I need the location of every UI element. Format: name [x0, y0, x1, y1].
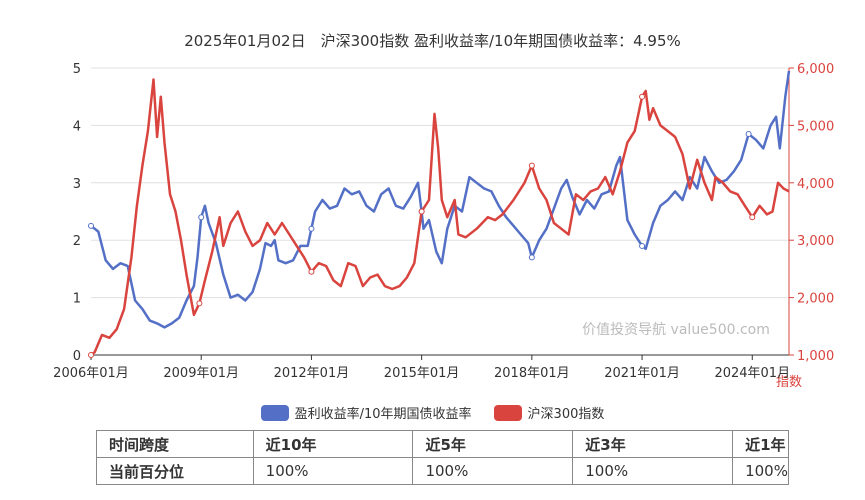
legend-item-index[interactable]: 沪深300指数 — [493, 403, 605, 422]
legend-label-index: 沪深300指数 — [527, 407, 605, 422]
y-right-tick-label: 5,000 — [797, 119, 834, 134]
y-right-tick-label: 6,000 — [797, 62, 834, 77]
series-point-ratio — [308, 225, 315, 232]
table-cell: 100% — [412, 457, 574, 485]
legend: 盈利收益率/10年期国债收益率 沪深300指数 — [0, 403, 865, 422]
y-left-tick-label: 3 — [73, 177, 81, 192]
series-point-ratio — [88, 222, 94, 229]
watermark-text: 价值投资导航 value500.com — [582, 322, 770, 338]
table-header-row: 时间跨度 近10年 近5年 近3年 近1年 — [96, 430, 789, 458]
table-cell: 近3年 — [572, 430, 734, 458]
legend-swatch-ratio — [260, 404, 289, 421]
series-point-index — [639, 93, 646, 100]
chart-title: 2025年01月02日 沪深300指数 盈利收益率/10年期国债收益率：4.95… — [184, 32, 681, 50]
series-point-index — [308, 268, 315, 275]
series-point-index — [196, 300, 203, 307]
x-tick-label: 2018年01月 — [494, 366, 570, 381]
table-cell: 100% — [732, 457, 789, 485]
table-cell: 时间跨度 — [96, 430, 254, 458]
series-point-index — [528, 162, 535, 169]
series-point-ratio — [528, 254, 535, 261]
table-cell: 100% — [252, 457, 414, 485]
series-point-index — [749, 214, 756, 221]
x-tick-label: 2024年01月 — [714, 366, 790, 381]
series-point-index — [88, 352, 94, 358]
percentile-table: 时间跨度 近10年 近5年 近3年 近1年 当前百分位 100% 100% 10… — [96, 430, 789, 485]
table-cell: 当前百分位 — [96, 457, 254, 485]
table-cell: 近5年 — [412, 430, 574, 458]
legend-label-ratio: 盈利收益率/10年期国债收益率 — [294, 407, 472, 422]
x-tick-label: 2006年01月 — [53, 366, 129, 381]
series-layer — [90, 70, 791, 356]
y-right-tick-label: 4,000 — [797, 177, 834, 192]
table-cell: 近1年 — [732, 430, 789, 458]
table-cell: 近10年 — [252, 430, 414, 458]
table-cell: 100% — [572, 457, 734, 485]
y-left-tick-label: 2 — [73, 234, 81, 249]
y-left-tick-label: 4 — [73, 119, 81, 134]
y-right-axis-label: 指数 — [776, 375, 802, 390]
series-point-ratio — [639, 242, 646, 249]
y-right-tick-label: 2,000 — [797, 292, 834, 307]
marker-layer — [88, 93, 756, 358]
series-point-ratio — [745, 131, 752, 138]
x-tick-label: 2012年01月 — [274, 366, 350, 381]
grid-layer — [91, 67, 789, 299]
y-right-tick-label: 3,000 — [797, 234, 834, 249]
y-left-tick-label: 5 — [73, 62, 81, 77]
y-left-tick-label: 1 — [73, 292, 81, 307]
table-row: 当前百分位 100% 100% 100% 100% — [96, 457, 789, 485]
x-tick-label: 2021年01月 — [604, 366, 680, 381]
legend-item-ratio[interactable]: 盈利收益率/10年期国债收益率 — [260, 403, 472, 422]
series-point-index — [418, 208, 425, 215]
series-line-index — [90, 78, 790, 356]
x-tick-label: 2015年01月 — [384, 366, 460, 381]
series-line-ratio — [90, 70, 791, 329]
legend-swatch-index — [493, 404, 522, 421]
x-tick-label: 2009年01月 — [163, 366, 239, 381]
series-point-ratio — [198, 214, 205, 221]
y-right-tick-label: 1,000 — [797, 349, 834, 364]
y-left-tick-label: 0 — [73, 349, 81, 364]
